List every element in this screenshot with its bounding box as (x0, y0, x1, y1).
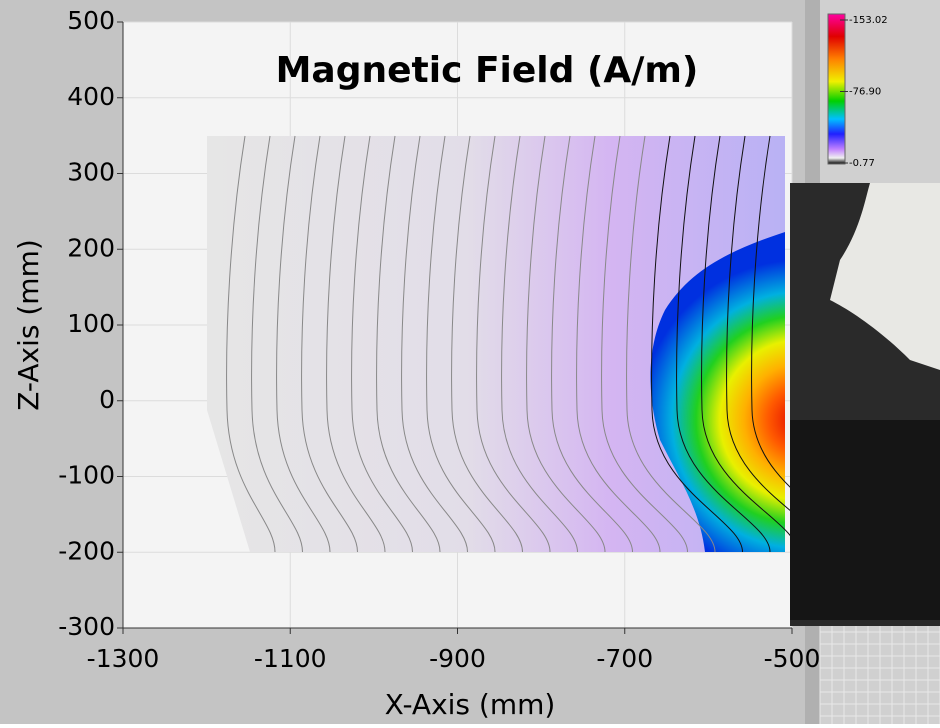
contour-line (501, 135, 578, 553)
contour-line (401, 135, 468, 553)
contour-line (626, 135, 716, 553)
contour-line (326, 135, 386, 553)
contour-line (351, 135, 413, 553)
contour-line (601, 135, 688, 553)
field-region (207, 136, 785, 552)
y-tick-label: 400 (67, 82, 115, 111)
contour-line (651, 135, 743, 553)
x-tick-label: -1100 (254, 644, 327, 673)
colorbar-tick-label: -0.77 (849, 158, 875, 169)
x-axis-label: X-Axis (mm) (385, 688, 556, 721)
contour-line (551, 135, 633, 553)
y-tick-label: 200 (67, 233, 115, 262)
contour-line (701, 135, 798, 553)
side-grid (819, 626, 940, 724)
x-tick-label: -900 (429, 644, 486, 673)
y-tick-label: -300 (58, 612, 115, 641)
contour-line (226, 135, 276, 553)
contour-line (426, 135, 496, 553)
y-tick-label: 0 (99, 385, 115, 414)
chart-title: Magnetic Field (A/m) (276, 50, 699, 91)
contour-line (576, 135, 661, 553)
colorbar-tick-label: -153.02 (849, 15, 888, 26)
contour-line (301, 135, 358, 553)
y-axis-label: Z-Axis (mm) (12, 239, 45, 411)
colorbar-tick-label: -76.90 (849, 86, 881, 97)
contour-line (476, 135, 551, 553)
contour-line (276, 135, 331, 553)
photo-bumper (830, 183, 940, 370)
contour-line (451, 135, 523, 553)
x-tick-label: -700 (596, 644, 653, 673)
contour-line (526, 135, 606, 553)
colorbar (827, 13, 846, 165)
photo-device (790, 420, 940, 620)
y-tick-label: 300 (67, 158, 115, 187)
x-tick-label: -1300 (87, 644, 160, 673)
contour-line (376, 135, 441, 553)
y-tick-label: 500 (67, 6, 115, 35)
y-tick-label: -200 (58, 536, 115, 565)
y-tick-label: 100 (67, 309, 115, 338)
x-tick-label: -500 (764, 644, 821, 673)
y-tick-label: -100 (58, 461, 115, 490)
contour-line (251, 135, 303, 553)
contour-lines (226, 135, 853, 553)
hot-region (650, 232, 785, 552)
contour-line (676, 135, 771, 553)
